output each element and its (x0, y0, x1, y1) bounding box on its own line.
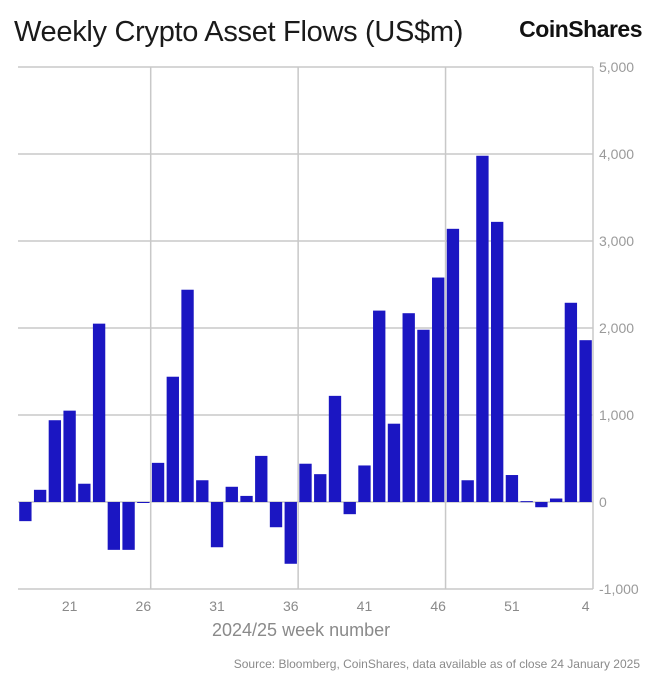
y-tick-label: 2,000 (599, 320, 634, 336)
bar-week-43 (387, 423, 401, 502)
bar-week-1 (535, 502, 548, 508)
bar-week-2 (549, 498, 563, 502)
chart-title: Weekly Crypto Asset Flows (US$m) (14, 16, 464, 48)
bar-week-24 (107, 502, 121, 550)
bar-week-18 (19, 502, 32, 522)
bar-week-20 (48, 420, 62, 502)
x-tick-label: 41 (357, 598, 373, 614)
bar-week-31 (210, 502, 224, 548)
source-note: Source: Bloomberg, CoinShares, data avai… (233, 657, 640, 671)
x-tick-label: 46 (430, 598, 446, 614)
x-tick-label: 21 (62, 598, 78, 614)
x-tick-label: 36 (283, 598, 299, 614)
y-tick-label: 4,000 (599, 146, 634, 162)
bar-week-52 (520, 501, 533, 503)
bar-week-32 (225, 486, 238, 502)
bar-week-50 (490, 221, 504, 503)
bar-week-48 (461, 480, 474, 502)
y-tick-label: 1,000 (599, 407, 634, 423)
x-tick-label: 4 (582, 598, 590, 614)
bar-week-25 (122, 502, 135, 550)
bar-week-3 (564, 302, 578, 502)
bar-week-40 (343, 502, 356, 515)
bar-week-28 (166, 376, 179, 502)
bar-week-45 (417, 329, 430, 502)
bar-week-27 (151, 462, 165, 502)
bar-week-51 (505, 475, 519, 502)
x-tick-label: 26 (136, 598, 152, 614)
bar-week-21 (63, 410, 76, 502)
bar-week-41 (358, 465, 371, 502)
bar-week-26 (137, 502, 150, 503)
bar-week-46 (432, 277, 445, 502)
bar-week-33 (240, 495, 253, 502)
coinshares-logo: CoinShares (519, 16, 642, 42)
bar-week-44 (402, 313, 415, 502)
x-axis-label: 2024/25 week number (212, 620, 391, 640)
bar-week-39 (328, 395, 342, 502)
y-tick-label: 0 (599, 494, 607, 510)
bar-week-47 (446, 228, 460, 502)
bar-week-36 (284, 502, 297, 564)
y-tick-label: 3,000 (599, 233, 634, 249)
x-tick-label: 51 (504, 598, 520, 614)
bar-week-38 (314, 474, 327, 502)
bar-week-49 (476, 155, 489, 503)
bar-week-34 (255, 455, 268, 502)
bar-week-29 (181, 289, 194, 502)
bar-week-4 (579, 340, 592, 502)
bar-week-22 (78, 483, 91, 502)
bar-week-19 (33, 489, 47, 502)
y-tick-label: 5,000 (599, 59, 634, 75)
bar-week-30 (196, 480, 209, 502)
bar-week-35 (269, 502, 283, 528)
bar-week-37 (299, 463, 312, 502)
bar-week-23 (92, 323, 106, 502)
x-tick-label: 31 (209, 598, 225, 614)
y-tick-label: -1,000 (599, 581, 639, 597)
bar-week-42 (373, 310, 386, 502)
